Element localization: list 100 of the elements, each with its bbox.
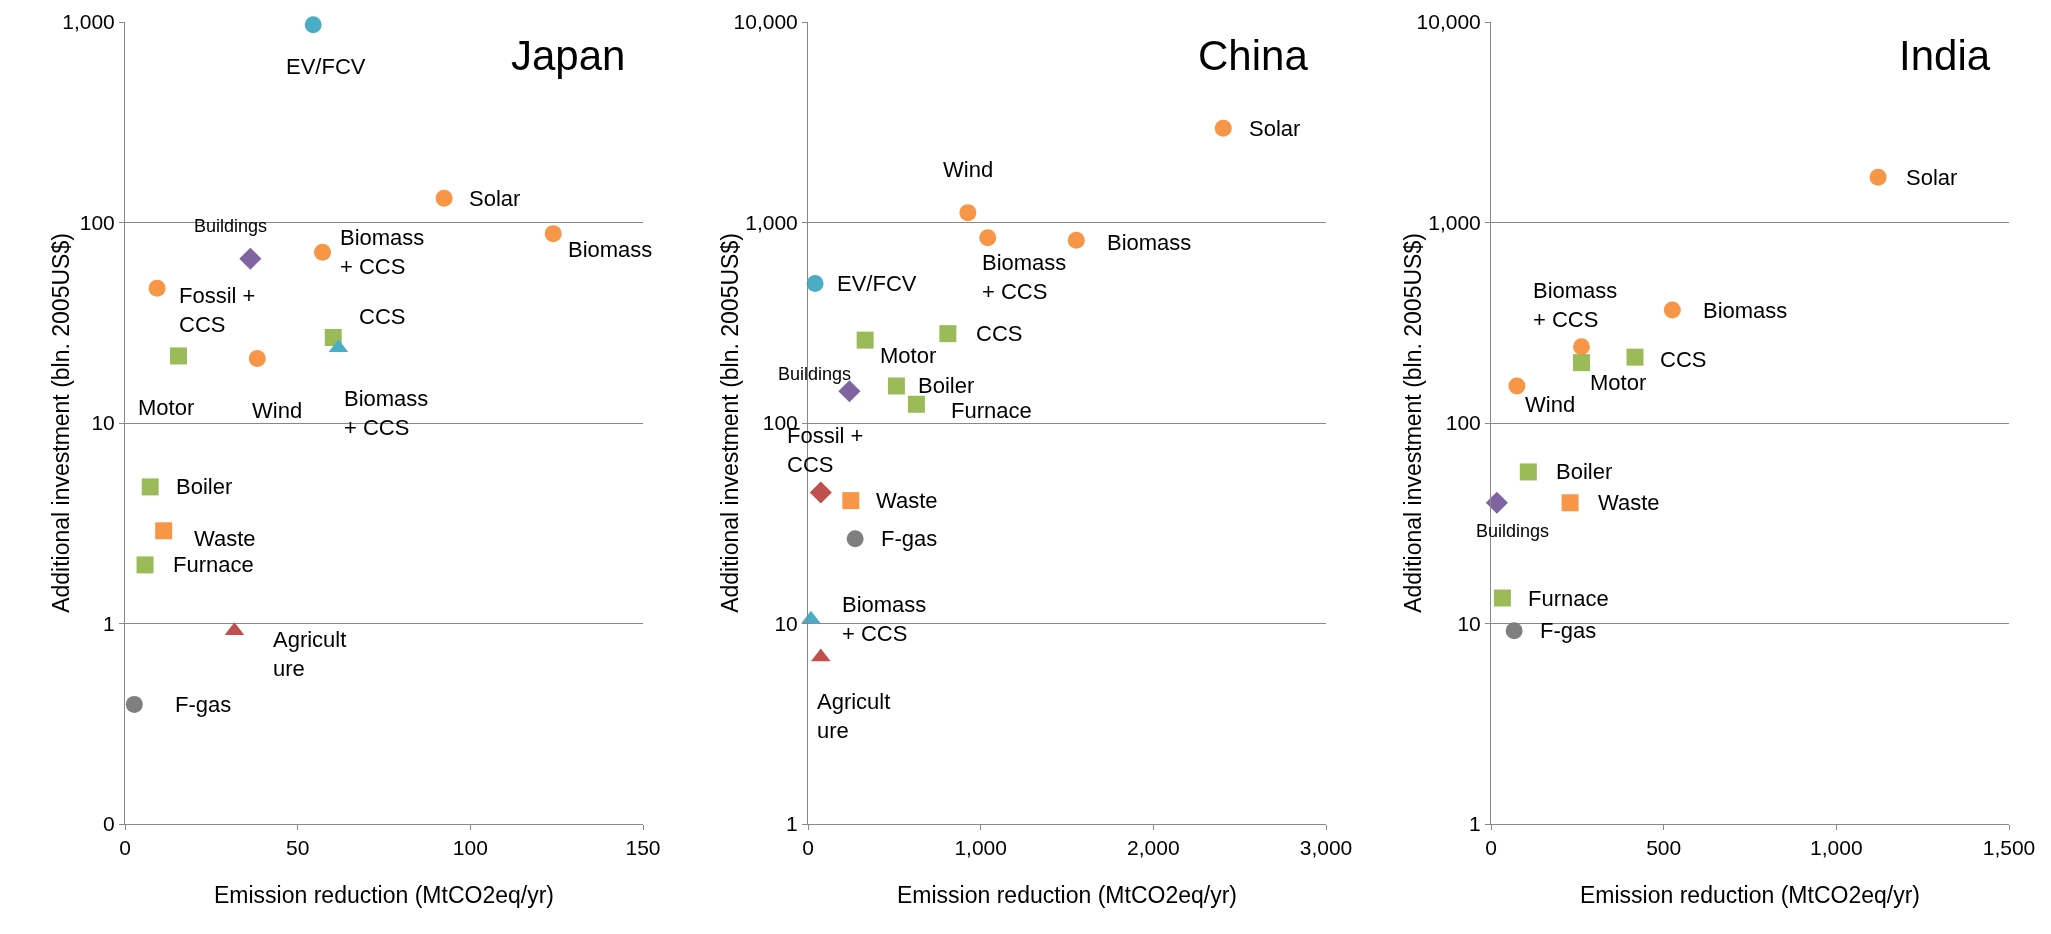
point xyxy=(979,229,997,247)
y-tick-label: 10 xyxy=(774,611,798,635)
point xyxy=(1626,348,1644,366)
annotation: Solar xyxy=(469,186,521,211)
annotation: Motor xyxy=(1590,370,1647,395)
y-tick-label: 1,000 xyxy=(1428,210,1481,234)
annotation: Agricult ure xyxy=(817,689,891,743)
point xyxy=(1663,301,1681,319)
point xyxy=(170,347,188,365)
point xyxy=(801,610,821,624)
y-tick-label: 10 xyxy=(1457,611,1481,635)
annotation: CCS xyxy=(976,321,1023,346)
point xyxy=(806,275,824,293)
point xyxy=(148,279,166,297)
x-tick-label: 3,000 xyxy=(1299,836,1353,860)
point xyxy=(1508,377,1526,395)
annotation: Biomass + CCS xyxy=(344,386,429,440)
x-tick-label: 2,000 xyxy=(1127,836,1180,860)
point xyxy=(435,189,453,207)
annotation: Biomass xyxy=(1107,230,1192,255)
annotation: EV/FCV xyxy=(286,54,366,79)
y-axis-title: Additional investment (bln. 2005US$) xyxy=(1400,233,1427,613)
y-axis-title: Additional investment (bln. 2005US$) xyxy=(717,233,744,613)
point xyxy=(1485,491,1508,514)
annotation: CCS xyxy=(1660,347,1707,372)
annotation: Waste xyxy=(876,488,938,513)
annotation: F-gas xyxy=(1540,618,1597,643)
annotation: Biomass + CCS xyxy=(842,592,927,646)
annotation: Wind xyxy=(1525,392,1576,417)
y-tick-label: 10 xyxy=(91,411,115,435)
point xyxy=(248,349,266,367)
point xyxy=(1067,231,1085,249)
annotation: China xyxy=(1198,32,1309,79)
x-tick-label: 0 xyxy=(1485,836,1497,860)
y-tick-label: 0 xyxy=(103,812,115,836)
annotation: Boiler xyxy=(918,373,975,398)
annotation: Agricult ure xyxy=(273,627,347,681)
point xyxy=(314,243,332,261)
annotation: Solar xyxy=(1906,165,1958,190)
annotation: Buildings xyxy=(778,364,852,384)
x-tick-label: 1,000 xyxy=(954,836,1007,860)
annotation: Boiler xyxy=(1556,459,1613,484)
annotation: F-gas xyxy=(881,526,938,551)
x-axis-title: Emission reduction (MtCO2eq/yr) xyxy=(897,882,1237,908)
annotation: Biomass + CCS xyxy=(982,250,1067,304)
y-tick-label: 100 xyxy=(1445,411,1481,435)
annotation: F-gas xyxy=(175,692,232,717)
annotation: Wind xyxy=(252,398,303,423)
point xyxy=(544,225,562,243)
point xyxy=(141,478,159,496)
point xyxy=(1505,622,1523,640)
annotation: Waste xyxy=(1598,490,1660,515)
y-tick-label: 1 xyxy=(1469,812,1481,836)
point xyxy=(1214,119,1232,137)
point xyxy=(239,247,262,270)
annotation: India xyxy=(1899,32,1991,79)
x-tick-label: 150 xyxy=(625,836,661,860)
point xyxy=(1869,168,1887,186)
annotation: Buildings xyxy=(1476,521,1550,541)
y-tick-label: 1 xyxy=(786,812,798,836)
annotation: Biomass xyxy=(568,237,653,262)
annotation: Biomass + CCS xyxy=(340,225,425,279)
point xyxy=(1519,463,1537,481)
point xyxy=(856,331,874,349)
annotation: CCS xyxy=(359,304,406,329)
point xyxy=(125,695,143,713)
point xyxy=(846,530,864,548)
annotation: Furnace xyxy=(173,552,254,577)
y-tick-label: 10,000 xyxy=(1416,10,1481,34)
y-tick-label: 1 xyxy=(103,611,115,635)
x-axis-title: Emission reduction (MtCO2eq/yr) xyxy=(214,882,554,908)
y-axis-title: Additional investment (bln. 2005US$) xyxy=(48,233,74,613)
annotation: Biomass xyxy=(1703,298,1788,323)
annotation: Motor xyxy=(880,343,937,368)
point xyxy=(842,492,860,510)
point xyxy=(887,377,905,395)
x-tick-label: 1,500 xyxy=(1982,836,2036,860)
annotation: EV/FCV xyxy=(837,271,917,296)
point xyxy=(907,395,925,413)
x-tick-label: 0 xyxy=(119,836,131,860)
point xyxy=(1493,589,1511,607)
x-tick-label: 500 xyxy=(1646,836,1682,860)
annotation: Solar xyxy=(1249,116,1301,141)
annotation: Motor xyxy=(138,395,195,420)
x-axis-title: Emission reduction (MtCO2eq/yr) xyxy=(1580,882,1920,908)
annotation: Waste xyxy=(194,526,256,551)
y-tick-label: 1,000 xyxy=(62,10,115,34)
annotation: Wind xyxy=(943,157,994,182)
point xyxy=(136,556,154,574)
point xyxy=(304,16,322,34)
x-tick-label: 0 xyxy=(802,836,814,860)
annotation: Fossil + CCS xyxy=(179,283,256,337)
annotation: Japan xyxy=(511,32,626,79)
x-tick-label: 1,000 xyxy=(1810,836,1863,860)
point xyxy=(1561,494,1579,512)
annotation: Furnace xyxy=(951,398,1032,423)
annotation: Boiler xyxy=(176,474,233,499)
y-tick-label: 100 xyxy=(79,210,115,234)
point xyxy=(1572,338,1590,356)
x-tick-label: 50 xyxy=(285,836,310,860)
